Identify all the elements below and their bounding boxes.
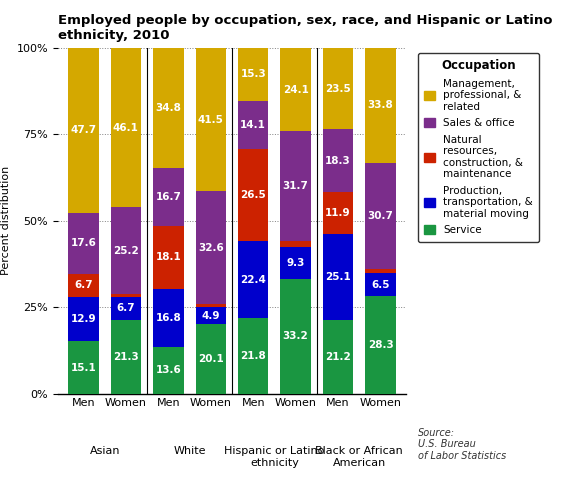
Text: 15.3: 15.3 bbox=[240, 69, 266, 79]
Text: 33.2: 33.2 bbox=[283, 331, 309, 341]
Text: 26.5: 26.5 bbox=[240, 190, 266, 200]
Bar bbox=[68, 213, 99, 274]
Bar bbox=[280, 247, 311, 279]
Bar bbox=[238, 241, 269, 318]
Text: 24.1: 24.1 bbox=[282, 84, 309, 95]
Text: Hispanic or Latino
ethnicity: Hispanic or Latino ethnicity bbox=[224, 446, 325, 468]
Y-axis label: Percent distribution: Percent distribution bbox=[1, 166, 11, 276]
Text: 13.6: 13.6 bbox=[155, 365, 181, 375]
Bar bbox=[365, 273, 396, 296]
Text: Black or African
American: Black or African American bbox=[316, 446, 403, 468]
Bar bbox=[280, 241, 311, 247]
Bar bbox=[323, 129, 353, 192]
Bar bbox=[153, 48, 184, 168]
Text: 30.7: 30.7 bbox=[368, 211, 393, 221]
Text: 14.1: 14.1 bbox=[240, 120, 266, 130]
Bar bbox=[111, 48, 141, 207]
Bar bbox=[153, 226, 184, 288]
Bar bbox=[323, 192, 353, 234]
Bar bbox=[238, 149, 269, 241]
Legend: Management,
professional, &
related, Sales & office, Natural
resources,
construc: Management, professional, & related, Sal… bbox=[418, 53, 539, 241]
Bar bbox=[68, 341, 99, 394]
Bar bbox=[68, 48, 99, 213]
Text: 23.5: 23.5 bbox=[325, 84, 351, 94]
Bar bbox=[111, 297, 141, 320]
Text: 46.1: 46.1 bbox=[113, 123, 139, 132]
Text: Employed people by occupation, sex, race, and Hispanic or Latino ethnicity, 2010: Employed people by occupation, sex, race… bbox=[58, 14, 553, 42]
Text: 21.2: 21.2 bbox=[325, 352, 351, 362]
Text: 9.3: 9.3 bbox=[287, 258, 305, 268]
Text: 21.3: 21.3 bbox=[113, 352, 139, 362]
Text: 25.1: 25.1 bbox=[325, 272, 351, 282]
Text: 15.1: 15.1 bbox=[71, 362, 96, 372]
Bar bbox=[195, 307, 226, 324]
Text: 47.7: 47.7 bbox=[70, 125, 96, 135]
Bar bbox=[365, 296, 396, 394]
Bar bbox=[238, 318, 269, 394]
Bar bbox=[153, 168, 184, 226]
Text: 6.7: 6.7 bbox=[74, 280, 93, 290]
Text: 18.3: 18.3 bbox=[325, 156, 351, 166]
Text: Asian: Asian bbox=[89, 446, 120, 456]
Bar bbox=[238, 100, 269, 149]
Bar bbox=[280, 279, 311, 394]
Bar bbox=[153, 288, 184, 347]
Text: 21.8: 21.8 bbox=[240, 351, 266, 361]
Text: 6.5: 6.5 bbox=[371, 279, 390, 289]
Text: 18.1: 18.1 bbox=[155, 252, 181, 262]
Bar bbox=[195, 192, 226, 304]
Bar bbox=[280, 48, 311, 132]
Text: 20.1: 20.1 bbox=[198, 354, 224, 364]
Bar bbox=[68, 297, 99, 341]
Text: 16.7: 16.7 bbox=[155, 192, 182, 202]
Bar bbox=[365, 163, 396, 269]
Bar bbox=[111, 294, 141, 297]
Bar bbox=[323, 320, 353, 394]
Text: 11.9: 11.9 bbox=[325, 208, 351, 218]
Text: 12.9: 12.9 bbox=[71, 314, 96, 324]
Bar bbox=[195, 304, 226, 307]
Bar bbox=[195, 324, 226, 394]
Text: 32.6: 32.6 bbox=[198, 243, 224, 253]
Bar bbox=[68, 274, 99, 297]
Bar bbox=[153, 347, 184, 394]
Bar bbox=[111, 207, 141, 294]
Bar bbox=[280, 132, 311, 241]
Text: White: White bbox=[173, 446, 206, 456]
Text: 6.7: 6.7 bbox=[117, 303, 135, 313]
Bar bbox=[195, 48, 226, 192]
Text: 22.4: 22.4 bbox=[240, 275, 266, 285]
Text: 33.8: 33.8 bbox=[368, 100, 393, 109]
Text: 4.9: 4.9 bbox=[201, 311, 220, 321]
Bar bbox=[238, 48, 269, 100]
Text: 41.5: 41.5 bbox=[198, 115, 224, 125]
Text: 34.8: 34.8 bbox=[155, 103, 182, 113]
Text: 16.8: 16.8 bbox=[155, 312, 181, 323]
Text: 28.3: 28.3 bbox=[368, 340, 393, 350]
Bar bbox=[323, 48, 353, 129]
Text: 31.7: 31.7 bbox=[282, 181, 309, 191]
Bar bbox=[365, 46, 396, 163]
Text: 25.2: 25.2 bbox=[113, 246, 139, 256]
Text: 17.6: 17.6 bbox=[71, 238, 96, 248]
Text: Source:
U.S. Bureau
of Labor Statistics: Source: U.S. Bureau of Labor Statistics bbox=[418, 428, 506, 461]
Bar bbox=[365, 269, 396, 273]
Bar bbox=[111, 320, 141, 394]
Bar bbox=[323, 234, 353, 320]
